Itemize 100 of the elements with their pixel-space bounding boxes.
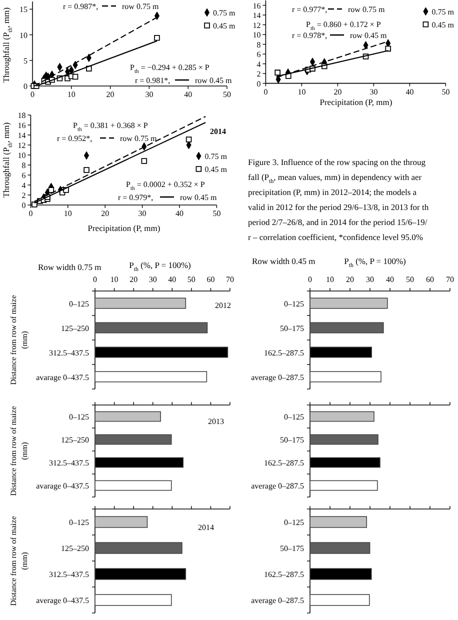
y-tick-label: 6 [256,50,261,60]
y-tick-label: 50–175 [280,544,304,553]
bar [94,516,148,528]
annotation: 2012 [215,301,231,310]
y-tick-label: 12 [18,141,26,150]
x-tick-label: 30 [145,90,154,99]
legend-label: 0.75 m [432,7,455,16]
annotation: 2014 [198,523,214,532]
point [154,34,160,41]
x-tick-label: 10 [110,275,118,284]
y-tick-label: 125–250 [61,544,89,553]
y-tick-label: 125–250 [61,324,89,333]
x-tick-label: 20 [346,275,354,284]
y-tick-label: 16 [252,1,261,10]
bar [310,298,388,309]
x-axis-title: Precipitation (P, mm) [320,97,392,107]
y-tick-label: 162.5–287.5 [264,348,304,358]
point [274,70,280,76]
y-tick-label: 50–175 [280,324,304,333]
annotation: P$_{th}$ = 0.860 + 0.172 × P [306,20,382,32]
y-tick-label: 125–250 [61,436,89,444]
annotation: P$_{th}$ = −0.294 + 0.285 × P [130,63,210,75]
x-tick-label: 50 [223,90,231,99]
x-tick-label: 50 [187,275,196,284]
legend-label: row 0.45 m [350,31,388,40]
text: period 2/7–26/8, and in 2014 for the period 15/6–19/ [248,217,428,227]
y-tick-label: 2 [22,191,26,200]
x-tick-label: 40 [386,275,394,284]
legend-label: 0.45 m [432,20,455,30]
y-tick-label: average 0–287.5 [251,372,304,382]
annotation: 2014 [210,127,226,136]
annotation: r = 0.978*, [292,31,328,40]
y-tick-label: 5 [24,56,28,66]
legend-label: row 0.45 m [180,193,218,202]
legend-label: row 0.75 m [122,2,160,11]
x-tick-label: 20 [106,90,114,99]
y-tick-label: 8 [256,40,261,50]
y-tick-label: 162.5–287.5 [264,458,304,468]
y-tick-label: 14 [18,131,26,140]
y-tick-label: 8 [22,161,26,170]
annotation: r = 0.952*, [57,134,92,143]
y-tick-label: 0–125 [284,299,304,308]
point [141,158,148,164]
point [48,187,54,193]
x-tick-label: 20 [130,275,138,284]
point [186,136,192,142]
x-tick-label: 40 [168,275,176,284]
x-tick-label: 40 [176,209,184,218]
y-tick-label: 0–125 [69,518,89,527]
chart-title: Row width 0.75 m [38,262,102,272]
legend-label: row 0.75 m [348,5,386,14]
x-axis-title: Precipitation (P, mm) [88,223,160,233]
y-tick-label: 312.5–437.5 [49,348,89,358]
x-tick-label: 40 [406,87,414,96]
legend-label: 0.75 m [213,8,236,18]
caption: Figure 3. Influence of the row spacing on the throug [248,157,426,167]
text: valid in 2012 for the period 29/6–13/8, in 2013 for th [248,202,430,212]
legend-label: 0.45 m [204,165,228,174]
x-tick-label: 0 [308,275,312,284]
y-tick-label: 162.5–287.5 [264,570,304,579]
bar [94,298,186,309]
bar [94,594,172,606]
annotation: P$_{th}$ = 0.0002 + 0.352 × P [126,180,206,192]
x-axis-title: P$_{th}$ (%, P = 100%) [129,260,192,273]
legend-label: 0.75 m [204,152,228,161]
bar [310,480,378,491]
x-tick-label: 0 [30,90,34,99]
y-tick-label: 50–175 [280,436,304,444]
point [84,167,90,173]
y-tick-label: 0–125 [284,412,304,422]
y-tick-label: 10 [20,30,28,40]
bar [94,542,182,554]
y-tick-label: avarage 0–437.5 [36,372,89,382]
text: precipitation (P, mm) in 2012–2014; the models a [248,187,417,197]
y-axis-title: Distance from row of maize (mm) [9,294,29,385]
bar [310,371,382,382]
x-tick-label: 20 [101,209,110,218]
x-tick-label: 30 [366,275,374,284]
y-tick-label: average 0–287.5 [251,596,304,605]
annotation: r = 0.979*, [118,193,154,202]
text: fall (P$_{th}$, mean values, mm) in dependency with aer [248,172,422,185]
y-tick-label: 312.5–437.5 [49,458,89,468]
bar [310,322,384,334]
legend-label: row 0.45 m [195,76,232,85]
text: r – correlation coefficient, *confidence level 95.0% [248,232,423,242]
bar [310,434,378,445]
y-tick-label: 4 [22,181,26,190]
y-tick-label: average 0–287.5 [251,482,304,490]
x-tick-label: 30 [138,209,146,218]
legend-label: 0.45 m [213,22,236,30]
annotation: r = 0.987*, [63,2,98,11]
x-tick-label: 50 [442,87,450,96]
y-tick-label: 0–125 [69,412,89,422]
chart-title: Row width 0.45 m [252,256,316,266]
y-tick-label: 0 [256,79,261,88]
x-tick-label: 20 [334,87,342,96]
bar [94,322,208,334]
y-tick-label: 10 [252,30,261,40]
y-tick-label: 16 [18,121,26,130]
y-tick-label: 2 [256,70,261,79]
